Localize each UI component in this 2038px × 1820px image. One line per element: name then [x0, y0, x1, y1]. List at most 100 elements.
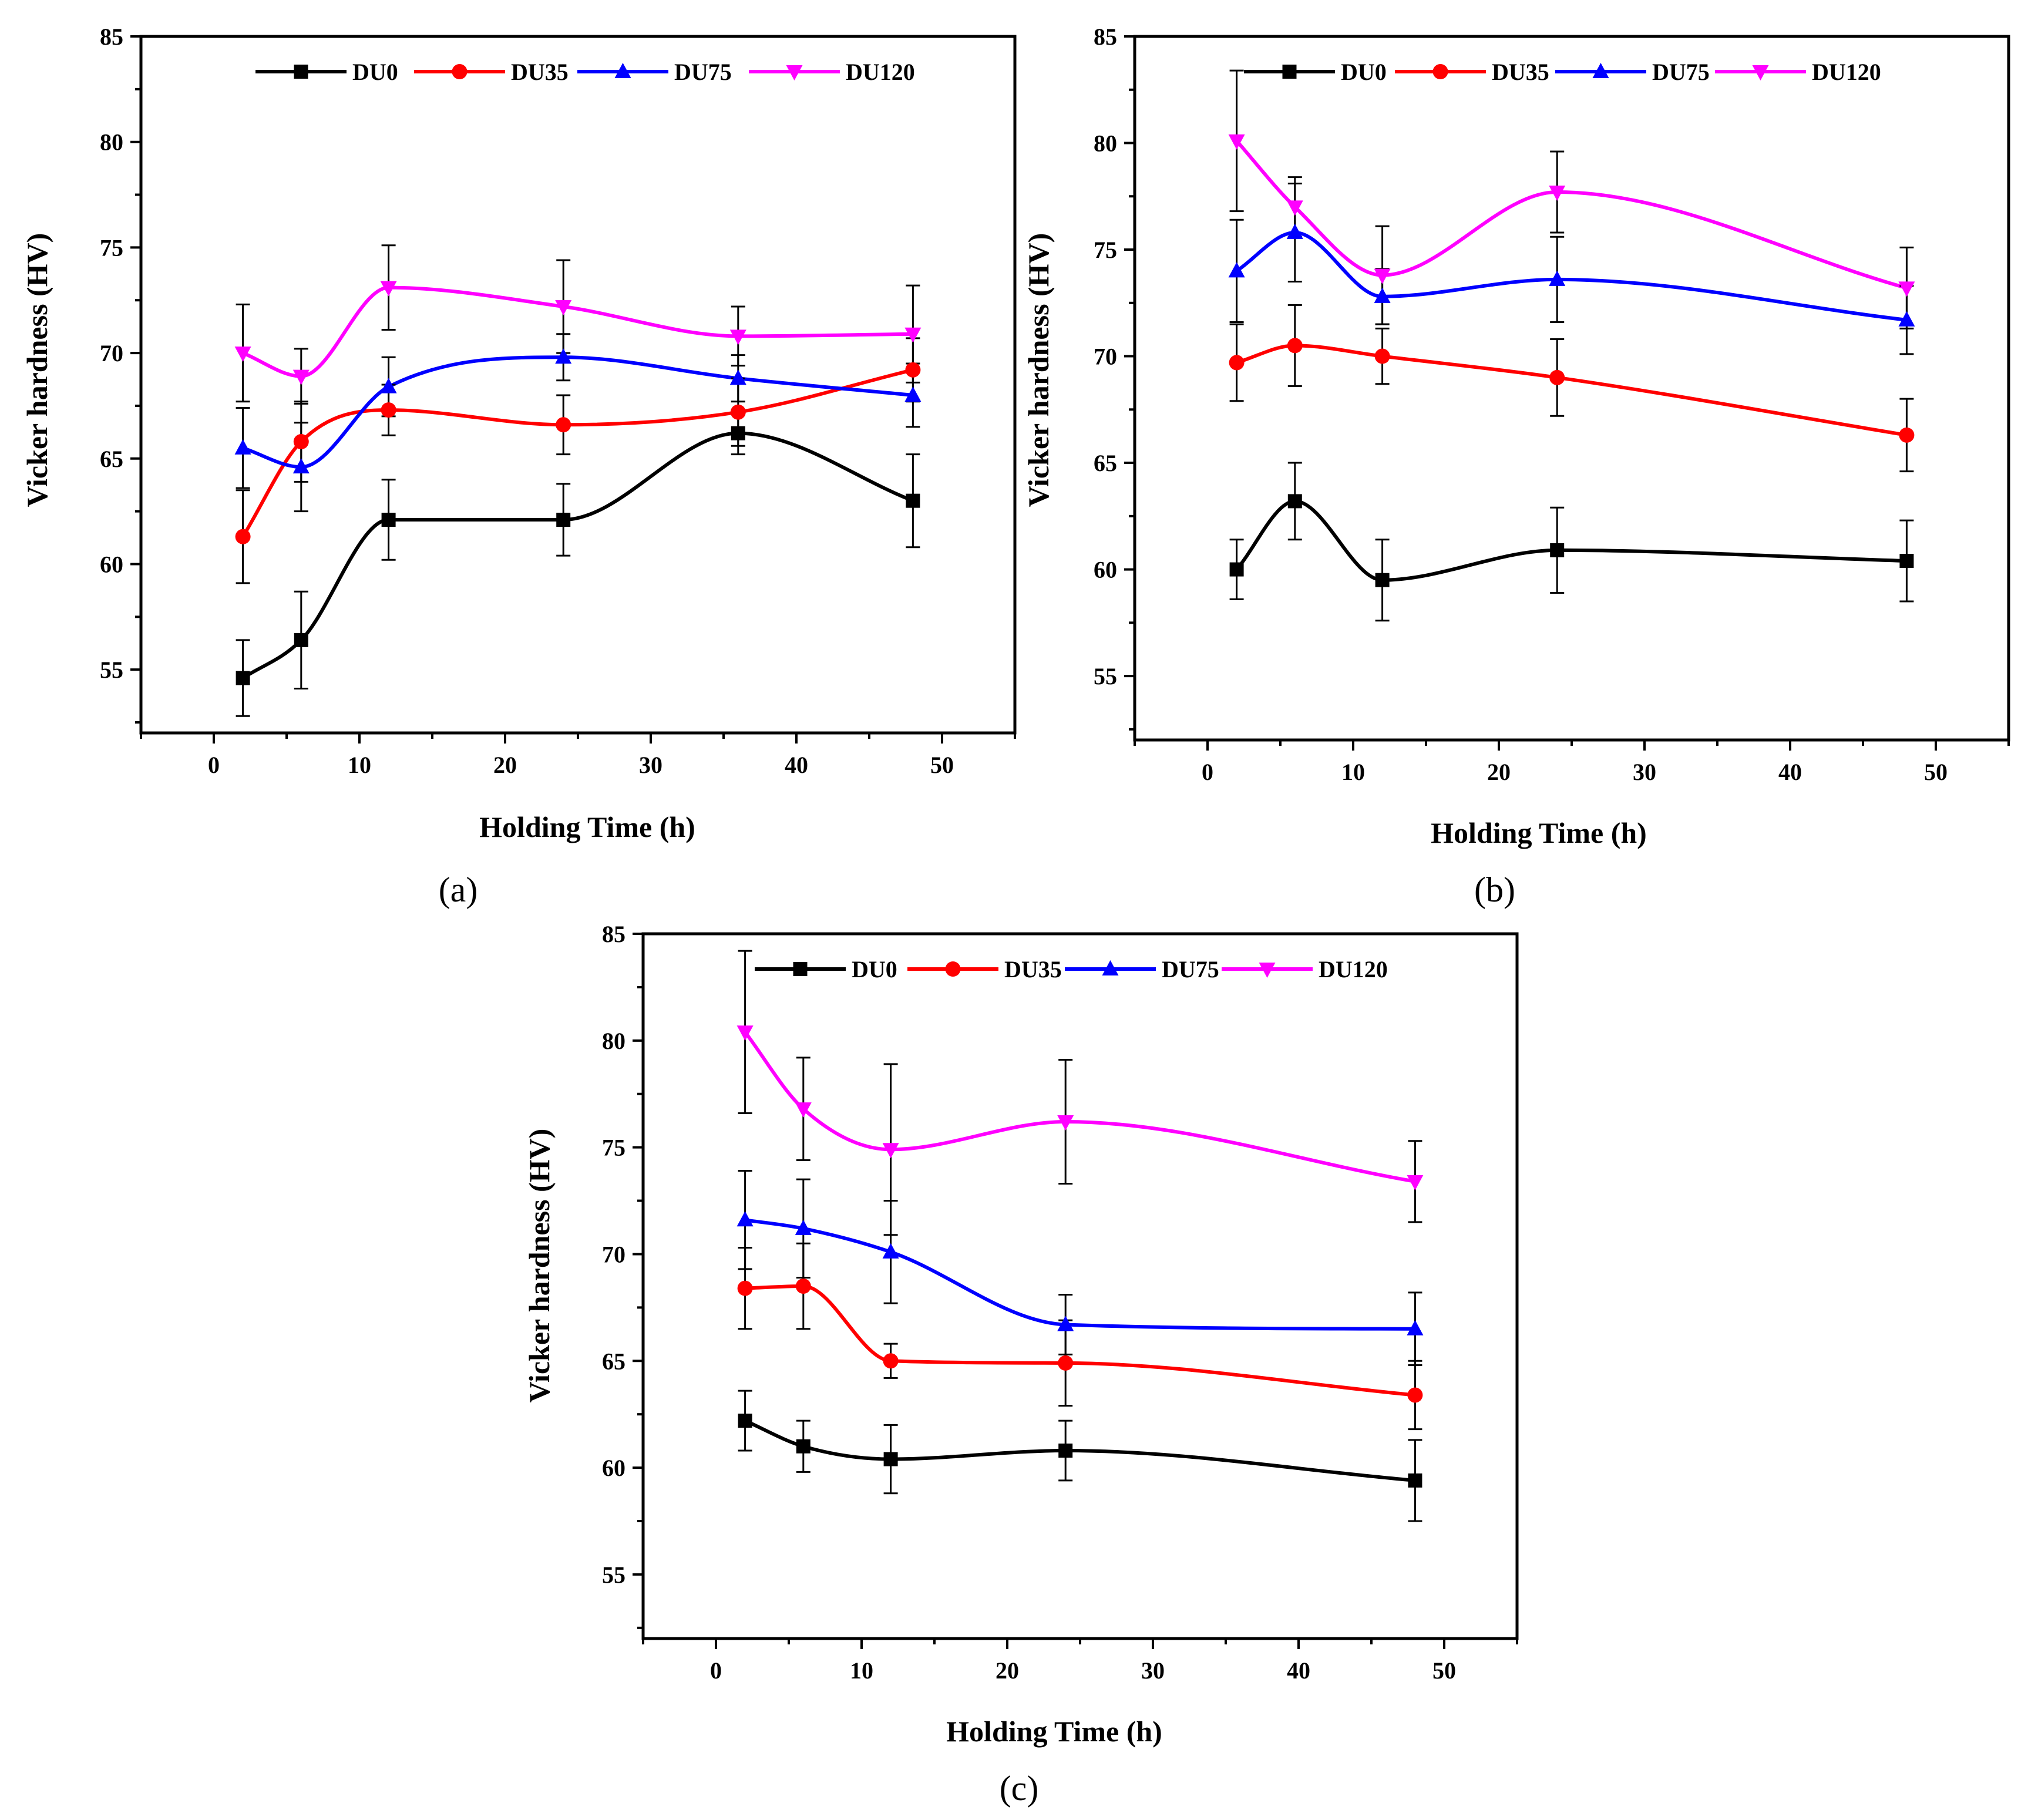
- data-point-du0-c: [1058, 1444, 1073, 1458]
- data-point-du0-c: [796, 1439, 811, 1454]
- data-point-du0-a: [906, 493, 920, 508]
- data-point-du120-a: [904, 327, 922, 343]
- data-point-du35-a: [730, 404, 746, 420]
- data-point-du35-a: [905, 362, 921, 378]
- data-point-du75-b: [1374, 287, 1391, 303]
- y-tick-label-a: 55: [100, 657, 123, 683]
- x-tick-label-c: 10: [850, 1657, 873, 1684]
- data-point-du75-b: [1898, 311, 1915, 327]
- legend-label-du0-a: DU0: [352, 59, 398, 85]
- data-point-du120-c: [1407, 1175, 1424, 1190]
- chart-panel-b: DU0 DU35 DU75 DU120 0 10 20 30 40 50 55 60 65 70 75 8…: [1022, 23, 2010, 909]
- data-point-du35-a: [235, 529, 251, 544]
- legend-label-du35-b: DU35: [1492, 59, 1549, 85]
- y-tick-label-b: 85: [1094, 23, 1117, 50]
- data-point-du35-a: [556, 417, 571, 433]
- x-axis-title-a: Holding Time (h): [479, 810, 695, 843]
- data-point-du120-b: [1374, 268, 1391, 284]
- data-point-du35-b: [1899, 427, 1915, 443]
- legend-marker-du0-c: [793, 962, 808, 976]
- data-point-du75-a: [555, 348, 572, 364]
- data-point-du75-b: [1286, 223, 1303, 239]
- chart-panel-a: DU0 DU35 DU75 DU120 0 10 20 30 40 50 55 60 65 70 75 8…: [21, 23, 1017, 909]
- data-point-du120-b: [1228, 134, 1245, 150]
- data-point-du75-c: [1057, 1316, 1074, 1331]
- y-tick-label-a: 60: [100, 551, 123, 577]
- y-tick-label-b: 75: [1094, 237, 1117, 263]
- data-point-du35-b: [1287, 338, 1303, 354]
- series-line-du120-a: [242, 285, 913, 378]
- data-point-du0-c: [738, 1414, 752, 1428]
- data-point-du75-a: [380, 378, 397, 393]
- legend-label-du0-c: DU0: [852, 956, 897, 983]
- y-tick-label-b: 55: [1094, 663, 1117, 689]
- data-point-du0-a: [556, 513, 571, 527]
- x-axis-title-b: Holding Time (h): [1431, 816, 1647, 849]
- x-tick-label-a: 10: [348, 752, 371, 778]
- data-point-du120-b: [1549, 186, 1566, 201]
- legend-marker-du0-b: [1282, 65, 1297, 79]
- data-point-du35-c: [1058, 1355, 1074, 1371]
- data-point-du120-c: [795, 1102, 812, 1118]
- data-point-du75-a: [729, 369, 746, 385]
- data-point-du0-c: [1408, 1473, 1422, 1488]
- legend-label-du120-a: DU120: [846, 59, 915, 85]
- data-point-du75-c: [882, 1243, 899, 1259]
- legend-label-du35-a: DU35: [511, 59, 569, 85]
- panel-label-c: (c): [1000, 1769, 1039, 1808]
- legend-marker-du0-a: [294, 65, 308, 79]
- legend-marker-du120-b: [1752, 65, 1769, 80]
- data-point-du35-c: [737, 1280, 753, 1296]
- data-point-du120-c: [736, 1025, 754, 1041]
- legend-marker-du120-a: [786, 65, 803, 80]
- data-point-du120-b: [1898, 281, 1915, 297]
- legend-label-du120-c: DU120: [1319, 956, 1388, 983]
- legend-marker-du35-b: [1432, 64, 1448, 79]
- data-point-du75-c: [1407, 1320, 1424, 1335]
- x-tick-label-c: 50: [1432, 1657, 1456, 1684]
- data-point-du75-a: [292, 458, 310, 474]
- data-point-du120-a: [555, 300, 572, 316]
- chart-panel-c: DU0 DU35 DU75 DU120 0 10 20 30 40 50 55 60 65 70 75 8…: [523, 921, 1519, 1808]
- x-tick-label-a: 0: [208, 752, 220, 778]
- data-point-du35-c: [883, 1353, 899, 1369]
- x-tick-label-b: 0: [1202, 759, 1213, 785]
- y-axis-title-a: Vicker hardness (HV): [21, 233, 53, 507]
- legend-label-du0-b: DU0: [1341, 59, 1387, 85]
- data-point-du120-a: [729, 329, 746, 345]
- y-tick-label-c: 60: [602, 1455, 625, 1481]
- x-tick-label-c: 40: [1287, 1657, 1310, 1684]
- legend-label-du75-a: DU75: [674, 59, 732, 85]
- y-tick-label-c: 80: [602, 1028, 625, 1054]
- data-point-du0-b: [1287, 494, 1302, 509]
- legend-label-du120-b: DU120: [1812, 59, 1881, 85]
- data-point-du75-b: [1228, 262, 1245, 278]
- data-point-du120-b: [1286, 200, 1303, 216]
- data-point-du75-a: [234, 439, 251, 455]
- x-axis-title-c: Holding Time (h): [946, 1715, 1162, 1748]
- y-tick-label-c: 55: [602, 1562, 625, 1588]
- y-tick-label-a: 80: [100, 129, 123, 156]
- data-point-du35-a: [381, 402, 396, 418]
- y-tick-label-b: 60: [1094, 557, 1117, 583]
- x-tick-label-b: 20: [1487, 759, 1511, 785]
- legend-marker-du120-c: [1259, 963, 1276, 978]
- y-tick-label-a: 75: [100, 234, 123, 261]
- data-point-du120-c: [1057, 1115, 1074, 1131]
- data-point-du35-b: [1374, 348, 1390, 364]
- y-tick-label-b: 65: [1094, 450, 1117, 476]
- data-point-du0-b: [1229, 562, 1244, 577]
- legend-label-du35-c: DU35: [1004, 956, 1062, 983]
- x-tick-label-b: 50: [1924, 759, 1948, 785]
- data-point-du35-a: [293, 434, 309, 450]
- x-tick-label-a: 20: [493, 752, 517, 778]
- x-tick-label-c: 20: [996, 1657, 1019, 1684]
- x-tick-label-a: 50: [930, 752, 954, 778]
- y-tick-label-c: 70: [602, 1241, 625, 1267]
- panel-label-a: (a): [439, 870, 478, 909]
- data-point-du75-b: [1549, 270, 1566, 286]
- data-point-du35-c: [795, 1279, 811, 1294]
- data-point-du0-a: [381, 513, 396, 527]
